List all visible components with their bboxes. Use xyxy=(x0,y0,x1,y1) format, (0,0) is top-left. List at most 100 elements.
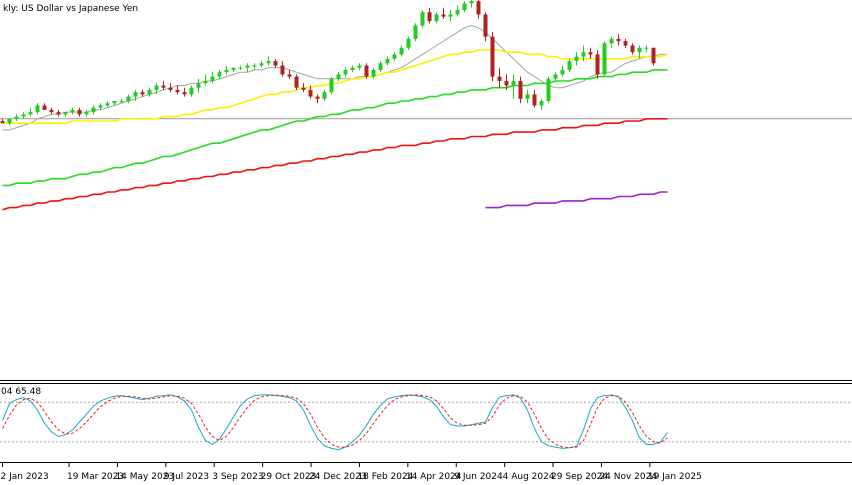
candle xyxy=(539,98,544,110)
candle-body-up xyxy=(203,81,208,84)
candle xyxy=(651,47,656,66)
candle-body-up xyxy=(511,81,516,86)
x-tick-label: 29 Oct 2023 xyxy=(261,472,317,482)
candle-body-down xyxy=(280,65,285,75)
candle-body-up xyxy=(252,65,257,67)
candle xyxy=(56,109,61,117)
candle-body-down xyxy=(483,14,488,37)
candle-body-up xyxy=(196,83,201,88)
candle-body-up xyxy=(371,69,376,77)
candle-body-up xyxy=(609,38,614,44)
candle xyxy=(413,23,418,42)
candle-body-down xyxy=(595,54,600,75)
candle xyxy=(595,49,600,79)
candle xyxy=(567,58,572,73)
candle-body-up xyxy=(567,61,572,70)
stochastic-main-line xyxy=(2,394,668,451)
candle xyxy=(322,89,327,102)
candle xyxy=(483,12,488,42)
stochastic-lines xyxy=(2,394,668,451)
candle xyxy=(637,45,642,59)
candle xyxy=(21,112,26,119)
candle-body-up xyxy=(112,101,117,104)
candle xyxy=(273,58,278,68)
candle xyxy=(448,10,453,22)
candle xyxy=(385,56,390,66)
moving-average-100 xyxy=(2,69,668,187)
candle xyxy=(490,32,495,82)
x-tick-label: 24 Nov 2024 xyxy=(599,472,657,482)
x-tick-label: 9 Jun 2024 xyxy=(454,472,503,482)
candle-body-down xyxy=(0,121,5,124)
candle-body-down xyxy=(168,87,173,90)
candle xyxy=(259,61,264,68)
candle-body-up xyxy=(406,38,411,48)
candle xyxy=(427,7,432,24)
candle-body-down xyxy=(490,36,495,77)
candle-body-up xyxy=(602,43,607,75)
candle-body-down xyxy=(616,38,621,42)
candle xyxy=(154,83,159,95)
candle-body-up xyxy=(357,65,362,68)
candle xyxy=(231,67,236,73)
chart-title: kly: US Dollar vs Japanese Yen xyxy=(3,4,138,14)
moving-average-fast xyxy=(2,24,668,131)
candle-body-up xyxy=(133,92,138,97)
candle xyxy=(189,85,194,97)
candle xyxy=(336,72,341,82)
x-tick-label: 19 Mar 2023 xyxy=(67,472,124,482)
candle-body-up xyxy=(560,69,565,75)
candle-body-down xyxy=(588,52,593,55)
candle-body-up xyxy=(448,14,453,17)
candle-body-up xyxy=(574,56,579,62)
candle xyxy=(252,63,257,70)
candle-body-up xyxy=(392,54,397,59)
candle xyxy=(49,107,54,115)
candle-body-up xyxy=(126,96,131,102)
candle-body-up xyxy=(637,47,642,53)
candle xyxy=(147,87,152,97)
x-tick-label: 24 Dec 2023 xyxy=(309,472,367,482)
candle-body-up xyxy=(378,63,383,70)
x-tick-label: 2 Jan 2023 xyxy=(1,472,49,482)
candle xyxy=(476,0,481,19)
candle xyxy=(280,61,285,77)
candle-body-down xyxy=(315,96,320,99)
candle xyxy=(35,103,40,115)
candle-body-down xyxy=(651,47,656,64)
candle xyxy=(378,61,383,73)
candle xyxy=(238,65,243,70)
candle-body-up xyxy=(336,74,341,79)
candle-body-up xyxy=(245,65,250,68)
candle-body-up xyxy=(154,85,159,90)
candle-body-up xyxy=(84,112,89,115)
candle-body-down xyxy=(175,89,180,93)
candle-body-up xyxy=(98,105,103,108)
candle xyxy=(308,85,313,99)
candle xyxy=(518,76,523,104)
candle-body-up xyxy=(343,69,348,75)
candle xyxy=(217,69,222,79)
candle xyxy=(77,107,82,117)
candle-body-up xyxy=(7,118,12,124)
candle xyxy=(546,76,551,104)
candle xyxy=(469,0,474,8)
candle xyxy=(224,65,229,75)
moving-average-layer xyxy=(2,24,668,211)
candle-body-down xyxy=(623,41,628,46)
x-tick-label: 14 Apr 2024 xyxy=(406,472,462,482)
candle xyxy=(0,118,5,124)
stochastic-levels xyxy=(0,401,852,443)
candle xyxy=(343,67,348,77)
candle xyxy=(504,74,509,90)
candle-body-up xyxy=(14,116,19,119)
candle-body-down xyxy=(287,74,292,77)
candle xyxy=(616,34,621,46)
candle-body-down xyxy=(504,81,509,86)
candle-body-up xyxy=(525,94,530,99)
candle xyxy=(392,52,397,62)
candle xyxy=(98,103,103,110)
candle xyxy=(70,107,75,115)
